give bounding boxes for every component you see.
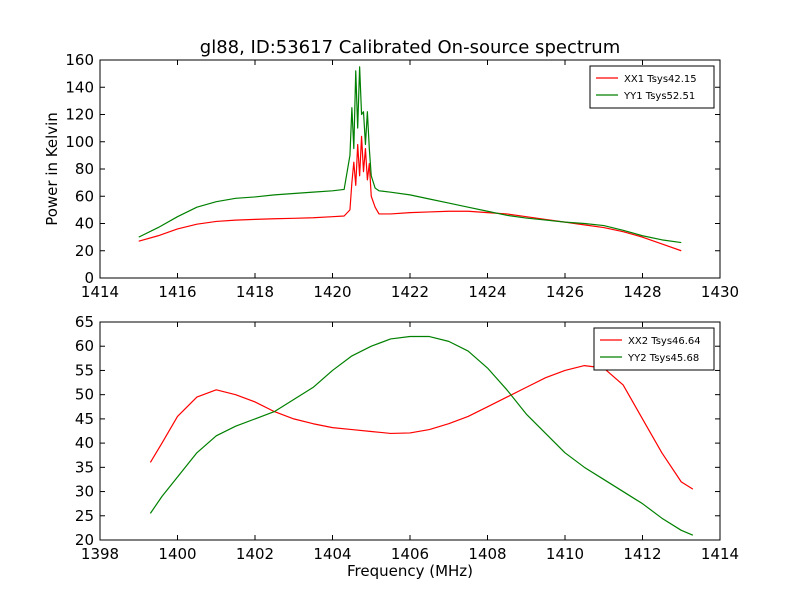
x-tick-label: 1400 [158, 545, 196, 563]
x-tick-label: 1406 [391, 545, 429, 563]
plot-bottom: 1398 1400 1402 1404 1406 1408 1410 1412 1414 20 25… [75, 313, 739, 580]
legend-label-1: XX2 Tsys46.64 [628, 336, 701, 347]
y-tick-label: 120 [65, 106, 94, 124]
y-tick-label: 45 [75, 410, 94, 428]
x-tick-label: 1422 [391, 283, 429, 301]
x-tick-label: 1420 [313, 283, 351, 301]
legend-box [589, 65, 715, 109]
x-tick-label: 1412 [623, 545, 661, 563]
legend-label-1: XX1 Tsys42.15 [624, 74, 697, 85]
y-tick-label: 160 [65, 51, 94, 69]
y-tick-label: 20 [75, 242, 94, 260]
y-tick-label: 20 [75, 531, 94, 549]
y-tick-label: 30 [75, 483, 94, 501]
series-line-2 [138, 66, 682, 244]
series-line-1 [149, 365, 694, 490]
x-tick-label: 1416 [158, 283, 196, 301]
legend-box [593, 327, 715, 371]
y-tick-label: 0 [84, 269, 94, 287]
series-group [149, 335, 694, 536]
figure-title: gl88, ID:53617 Calibrated On-source spec… [200, 37, 620, 58]
x-tick-label: 1408 [468, 545, 506, 563]
y-tick-label: 40 [75, 215, 94, 233]
y-tick-label: 65 [75, 313, 94, 331]
y-tick-label: 140 [65, 78, 94, 96]
x-tick-label: 1426 [546, 283, 584, 301]
x-tick-label: 1404 [313, 545, 351, 563]
y-tick-label: 55 [75, 361, 94, 379]
x-tick-label: 1398 [81, 545, 119, 563]
x-axis-label: Frequency (MHz) [347, 562, 473, 580]
x-tick-label: 1414 [81, 283, 119, 301]
y-tick-label: 25 [75, 507, 94, 525]
x-tick-label: 1402 [236, 545, 274, 563]
legend-label-2: YY2 Tsys45.68 [627, 353, 699, 364]
y-tick-label: 35 [75, 458, 94, 476]
y-tick-label: 40 [75, 434, 94, 452]
y-tick-label: 50 [75, 386, 94, 404]
x-tick-label: 1418 [236, 283, 274, 301]
legend: XX2 Tsys46.64 YY2 Tsys45.68 [593, 327, 715, 371]
series-group [138, 66, 682, 252]
series-line-2 [149, 335, 694, 536]
x-tick-label: 1428 [623, 283, 661, 301]
x-tick-label: 1410 [546, 545, 584, 563]
y-axis-label: Power in Kelvin [43, 112, 61, 226]
y-tick-label: 60 [75, 187, 94, 205]
y-tick-label: 100 [65, 133, 94, 151]
legend: XX1 Tsys42.15 YY1 Tsys52.51 [589, 65, 715, 109]
y-tick-label: 60 [75, 337, 94, 355]
y-tick-label: 80 [75, 160, 94, 178]
plot-top: 1414 1416 1418 1420 1422 1424 1426 1428 1430 0 20 4… [43, 51, 739, 301]
x-tick-label: 1424 [468, 283, 506, 301]
x-tick-label: 1414 [701, 545, 739, 563]
x-tick-label: 1430 [701, 283, 739, 301]
legend-label-2: YY1 Tsys52.51 [623, 91, 695, 102]
